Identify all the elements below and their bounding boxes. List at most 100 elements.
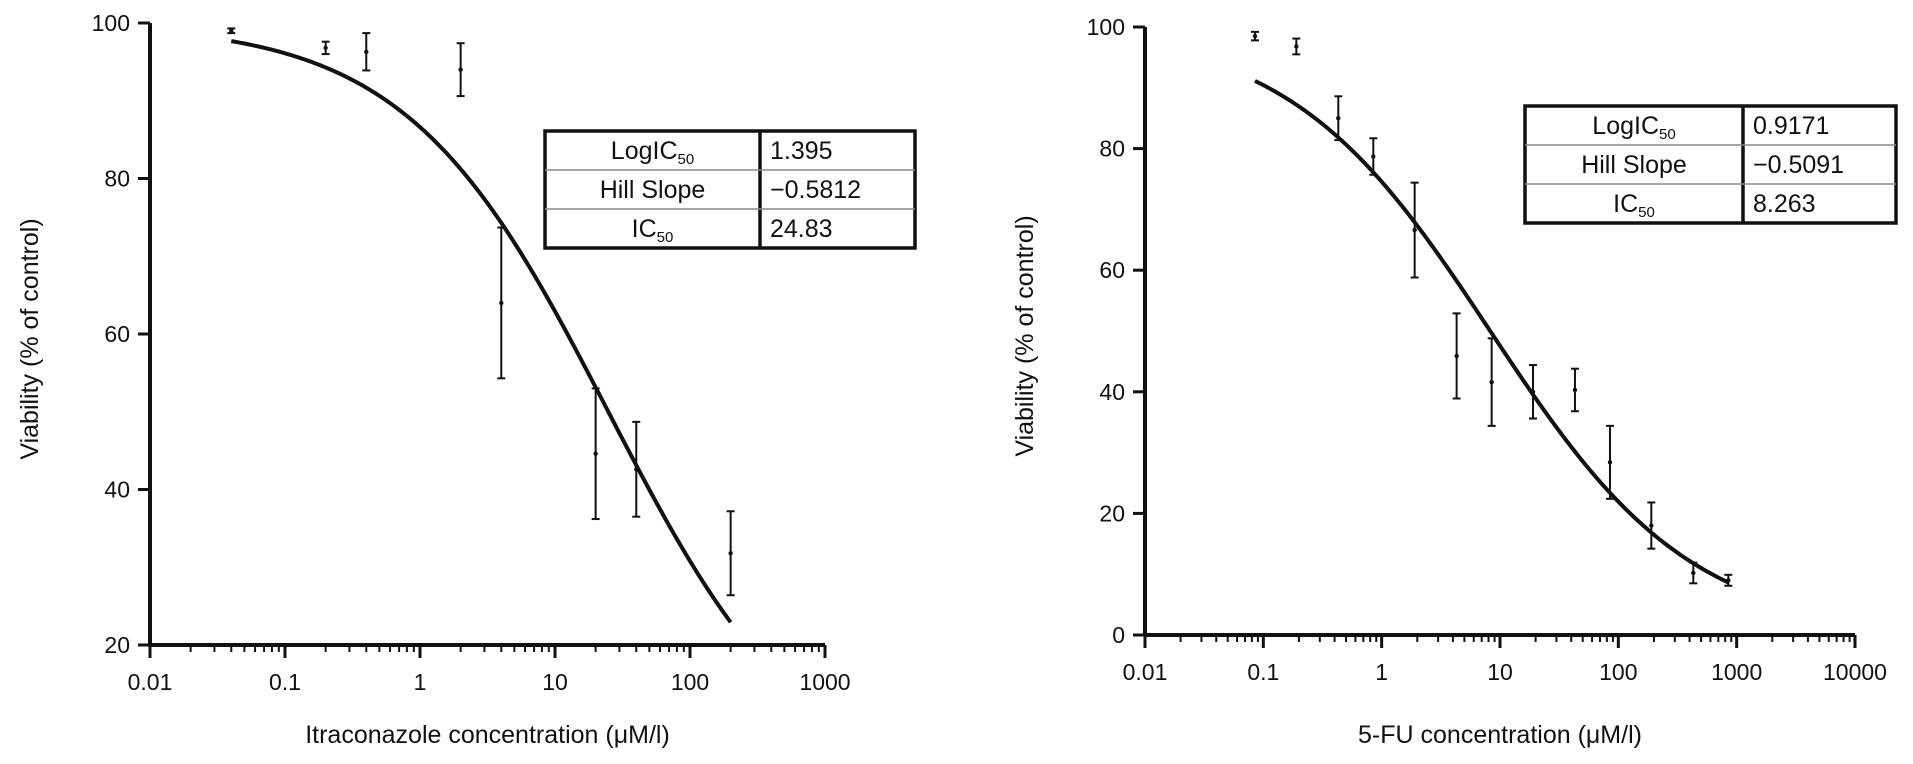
data-marker xyxy=(364,49,369,54)
x-tick-label: 0.01 xyxy=(128,669,173,695)
data-marker xyxy=(593,451,598,456)
table-param-label: Hill Slope xyxy=(600,176,706,204)
data-point xyxy=(1452,312,1461,400)
data-point xyxy=(1528,364,1537,420)
data-marker xyxy=(1530,389,1536,394)
x-tick-label: 1 xyxy=(414,669,427,695)
x-tick-label: 0.1 xyxy=(1247,659,1279,685)
table-param-name: IC xyxy=(632,215,657,243)
x-tick-label: 1000 xyxy=(1711,659,1762,685)
data-point xyxy=(497,226,506,380)
table-param-label: Hill Slope xyxy=(1581,151,1687,179)
data-marker xyxy=(1336,116,1341,121)
panel-itraconazole: 20 40 60 80 100 0.01 0.1 1 10 100 1000 Itraconazole… xyxy=(16,10,917,749)
y-tick-label: 100 xyxy=(1087,14,1125,40)
data-marker xyxy=(1649,523,1654,528)
x-tick-label: 1000 xyxy=(799,669,850,695)
x-axis-title: Itraconazole concentration (μM/l) xyxy=(305,721,670,749)
x-tick-label: 0.01 xyxy=(1123,659,1168,685)
table-param-value: −0.5812 xyxy=(770,176,861,204)
data-point xyxy=(1369,137,1378,176)
y-axis-title: Viability (% of control) xyxy=(1011,215,1039,456)
data-marker xyxy=(1489,379,1494,385)
data-point xyxy=(1410,181,1419,279)
y-tick-label: 60 xyxy=(104,321,130,347)
table-border xyxy=(1523,104,1898,225)
x-tick-label: 0.1 xyxy=(269,669,301,695)
panel-5fu: 0 20 40 60 80 100 0.01 0.1 1 10 100 1000 10000 5-FU c… xyxy=(1011,14,1898,749)
y-tick-label: 20 xyxy=(104,632,130,658)
x-tick-label: 10000 xyxy=(1823,659,1887,685)
data-marker xyxy=(1252,33,1258,39)
data-marker xyxy=(1454,353,1459,359)
data-point xyxy=(632,420,641,518)
data-marker xyxy=(458,67,463,72)
table-param-label: IC50 xyxy=(1613,190,1655,221)
data-point xyxy=(1292,37,1301,56)
data-marker xyxy=(1294,44,1299,49)
table-param-name: LogIC xyxy=(1592,112,1659,140)
table-param-value: 8.263 xyxy=(1753,190,1816,218)
data-marker xyxy=(1371,154,1376,159)
x-tick-label: 10 xyxy=(542,669,568,695)
data-point xyxy=(1487,337,1496,427)
y-tick-label: 80 xyxy=(104,166,130,192)
table-param-label: LogIC50 xyxy=(611,137,694,168)
table-param-name: IC xyxy=(1613,190,1638,218)
table-param-subscript: 50 xyxy=(657,229,674,246)
x-tick-label: 100 xyxy=(671,669,709,695)
data-marker xyxy=(1412,227,1417,233)
y-tick-label: 100 xyxy=(92,10,130,36)
data-point xyxy=(456,42,465,98)
y-tick-label: 60 xyxy=(1099,257,1125,283)
table-param-name: Hill Slope xyxy=(1581,151,1687,179)
table-param-label: LogIC50 xyxy=(1592,112,1675,143)
table-param-value: 0.9171 xyxy=(1753,112,1829,140)
table-param-value: 1.395 xyxy=(770,137,833,165)
table-param-value: 24.83 xyxy=(770,215,833,243)
data-point xyxy=(1647,501,1656,550)
y-tick-label: 80 xyxy=(1099,136,1125,162)
data-point xyxy=(227,27,236,35)
data-point xyxy=(1250,30,1259,42)
table-param-label: IC50 xyxy=(632,215,674,246)
table-param-name: LogIC xyxy=(611,137,678,165)
y-tick-label: 0 xyxy=(1112,622,1125,648)
x-tick-label: 10 xyxy=(1487,659,1513,685)
data-marker xyxy=(1726,578,1731,583)
data-point xyxy=(591,387,600,521)
table-param-value: −0.5091 xyxy=(1753,151,1844,179)
fit-curve xyxy=(230,39,733,624)
table-param-subscript: 50 xyxy=(1659,126,1676,143)
x-tick-label: 100 xyxy=(1599,659,1637,685)
data-marker xyxy=(1572,387,1578,393)
data-point xyxy=(726,510,735,597)
data-point xyxy=(362,32,371,72)
data-marker xyxy=(229,28,234,33)
data-point xyxy=(1334,95,1343,142)
data-marker xyxy=(728,551,733,556)
table-border xyxy=(543,129,917,250)
table-param-subscript: 50 xyxy=(678,151,695,168)
y-tick-label: 20 xyxy=(1099,500,1125,526)
x-tick-label: 1 xyxy=(1375,659,1388,685)
y-tick-label: 40 xyxy=(1099,379,1125,405)
fit-curve xyxy=(1254,79,1730,585)
data-marker xyxy=(1607,460,1613,465)
data-point xyxy=(321,40,330,56)
data-point xyxy=(1689,561,1698,585)
data-point xyxy=(1724,573,1733,587)
x-axis-title: 5-FU concentration (μM/l) xyxy=(1358,721,1642,749)
data-marker xyxy=(323,45,328,51)
data-point xyxy=(1570,367,1579,413)
table-param-subscript: 50 xyxy=(1638,204,1655,221)
y-axis-title: Viability (% of control) xyxy=(16,218,44,459)
y-tick-label: 40 xyxy=(104,477,130,503)
table-param-name: Hill Slope xyxy=(600,176,706,204)
data-marker xyxy=(499,300,504,306)
data-marker xyxy=(1691,570,1696,576)
data-marker xyxy=(634,467,639,472)
